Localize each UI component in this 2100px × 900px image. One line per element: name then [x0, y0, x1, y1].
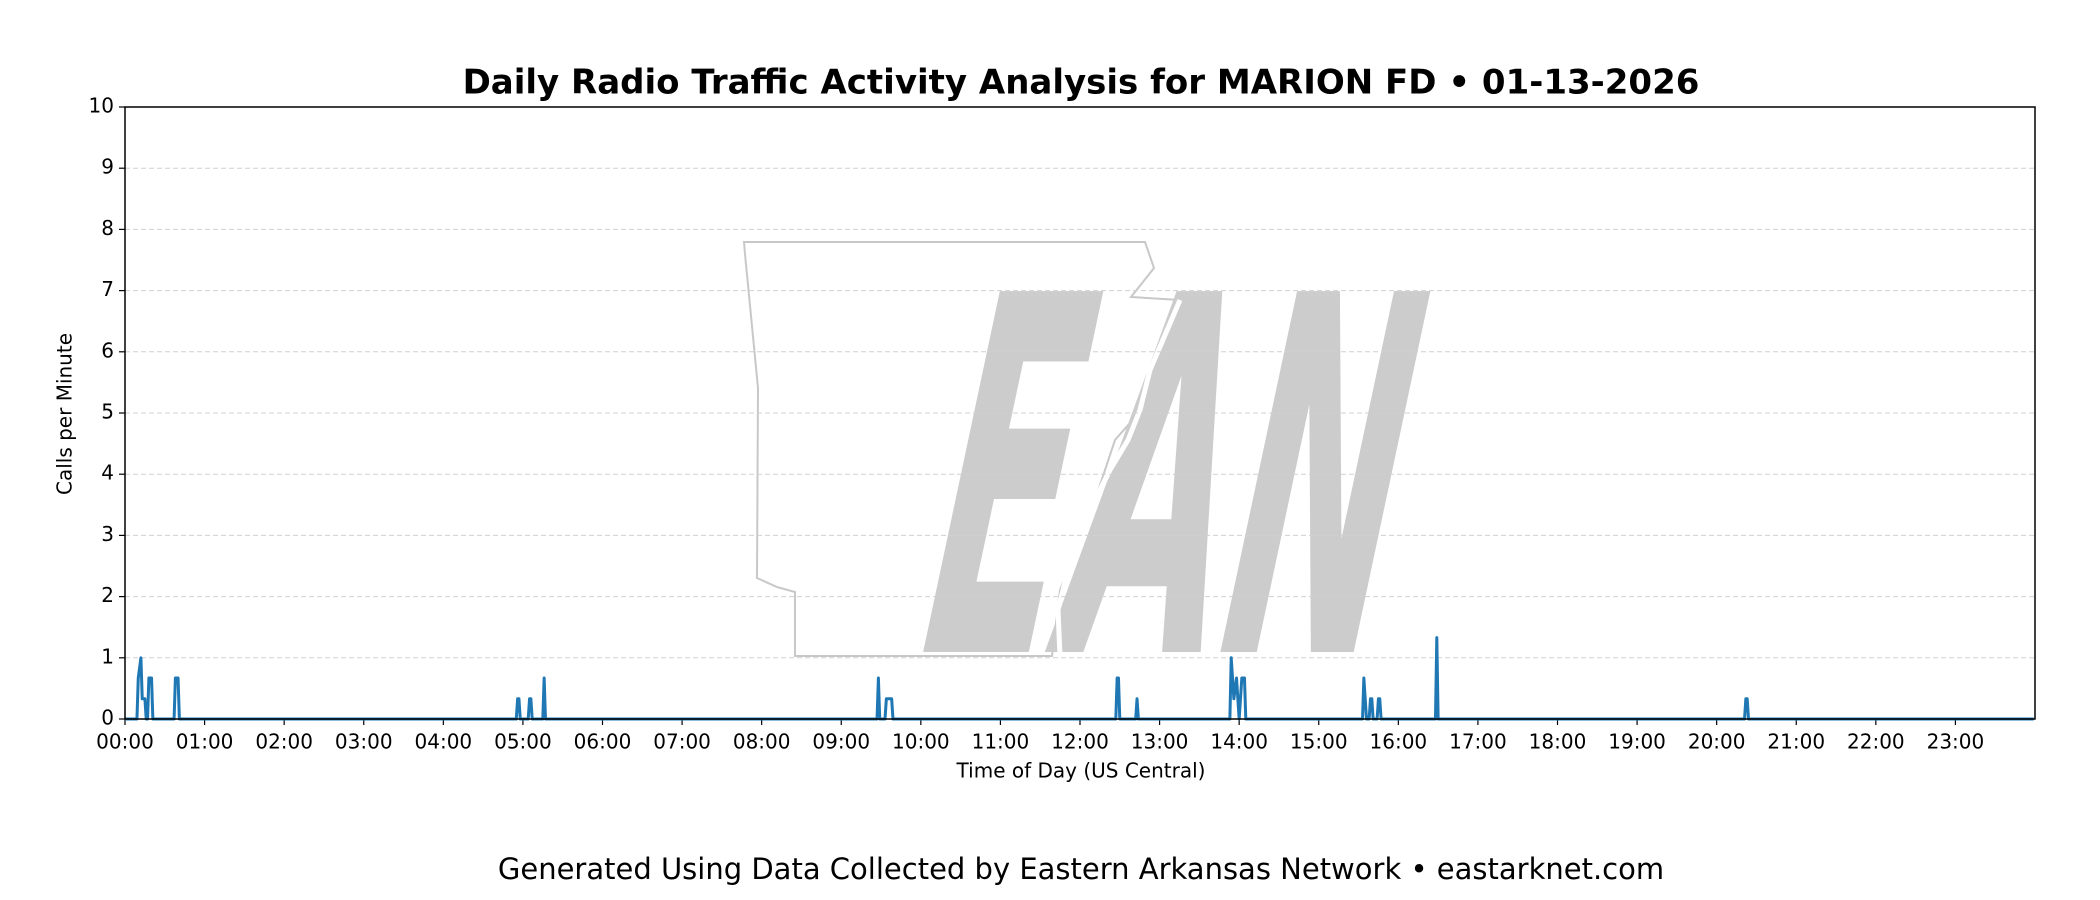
x-tick-label: 17:00 [1449, 730, 1507, 754]
y-tick-label: 0 [101, 706, 114, 730]
y-tick-label: 8 [101, 216, 114, 240]
x-tick-label: 03:00 [335, 730, 393, 754]
y-tick-label: 7 [101, 277, 114, 301]
x-tick-label: 04:00 [415, 730, 473, 754]
x-tick-label: 12:00 [1051, 730, 1109, 754]
state-outline [742, 241, 1182, 657]
y-tick-label: 1 [101, 644, 114, 668]
x-tick-label: 00:00 [96, 730, 154, 754]
x-tick-label: 16:00 [1370, 730, 1428, 754]
y-tick-label: 10 [89, 94, 114, 118]
watermark: EAN [742, 193, 1470, 770]
x-tick-label: 23:00 [1927, 730, 1985, 754]
x-tick-label: 01:00 [176, 730, 234, 754]
watermark-text: EAN [879, 193, 1470, 770]
x-tick-label: 13:00 [1131, 730, 1189, 754]
y-axis-label: Calls per Minute [53, 333, 77, 495]
x-tick-label: 02:00 [255, 730, 313, 754]
x-tick-label: 07:00 [653, 730, 711, 754]
x-tick-label: 05:00 [494, 730, 552, 754]
x-tick-label: 18:00 [1529, 730, 1587, 754]
y-tick-label: 6 [101, 338, 114, 362]
x-tick-label: 22:00 [1847, 730, 1905, 754]
river [1055, 299, 1183, 657]
chart-title: Daily Radio Traffic Activity Analysis fo… [463, 63, 1700, 103]
x-axis-label: Time of Day (US Central) [956, 759, 1206, 783]
y-tick-label: 2 [101, 583, 114, 607]
x-tick-label: 08:00 [733, 730, 791, 754]
x-tick-label: 21:00 [1767, 730, 1825, 754]
y-tick-label: 5 [101, 400, 114, 424]
x-tick-label: 09:00 [812, 730, 870, 754]
x-tick-label: 14:00 [1210, 730, 1268, 754]
x-tick-label: 19:00 [1608, 730, 1666, 754]
y-tick-label: 9 [101, 155, 114, 179]
footer: Generated Using Data Collected by Easter… [498, 852, 1664, 886]
y-tick-label: 4 [101, 461, 114, 485]
plot-area: 0 1 2 3 4 5 6 7 8 9 10 00:00 01:00 02:00 03:00 04:00 05:… [89, 94, 2036, 754]
x-tick-label: 11:00 [972, 730, 1030, 754]
x-tick-label: 15:00 [1290, 730, 1348, 754]
y-tick-label: 3 [101, 522, 114, 546]
x-tick-label: 06:00 [574, 730, 632, 754]
x-tick-label: 10:00 [892, 730, 950, 754]
x-tick-label: 20:00 [1688, 730, 1746, 754]
axes-frame [124, 106, 2036, 720]
